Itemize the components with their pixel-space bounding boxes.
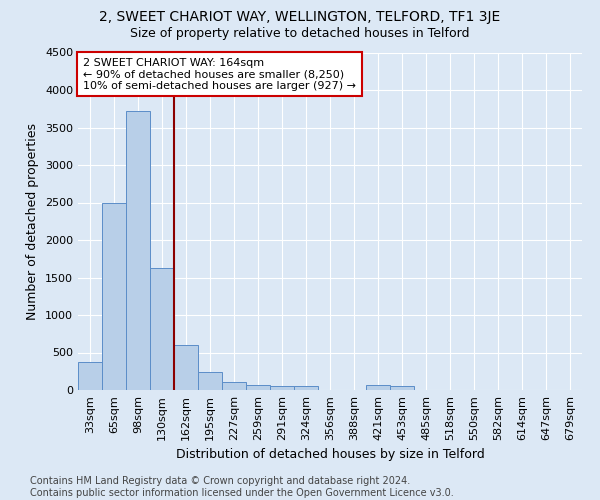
Bar — [198, 372, 222, 390]
Text: Contains HM Land Registry data © Crown copyright and database right 2024.
Contai: Contains HM Land Registry data © Crown c… — [30, 476, 454, 498]
Bar — [150, 268, 174, 390]
Bar — [366, 385, 390, 390]
Text: 2 SWEET CHARIOT WAY: 164sqm
← 90% of detached houses are smaller (8,250)
10% of : 2 SWEET CHARIOT WAY: 164sqm ← 90% of det… — [83, 58, 356, 91]
Bar — [126, 110, 150, 390]
Text: 2, SWEET CHARIOT WAY, WELLINGTON, TELFORD, TF1 3JE: 2, SWEET CHARIOT WAY, WELLINGTON, TELFOR… — [100, 10, 500, 24]
Bar — [390, 386, 414, 390]
Bar — [246, 385, 270, 390]
Y-axis label: Number of detached properties: Number of detached properties — [26, 122, 40, 320]
Bar — [222, 382, 246, 390]
Bar — [294, 386, 318, 390]
Bar — [270, 386, 294, 390]
X-axis label: Distribution of detached houses by size in Telford: Distribution of detached houses by size … — [176, 448, 484, 462]
Text: Size of property relative to detached houses in Telford: Size of property relative to detached ho… — [130, 28, 470, 40]
Bar — [78, 362, 102, 390]
Bar — [174, 345, 198, 390]
Bar — [102, 202, 126, 390]
